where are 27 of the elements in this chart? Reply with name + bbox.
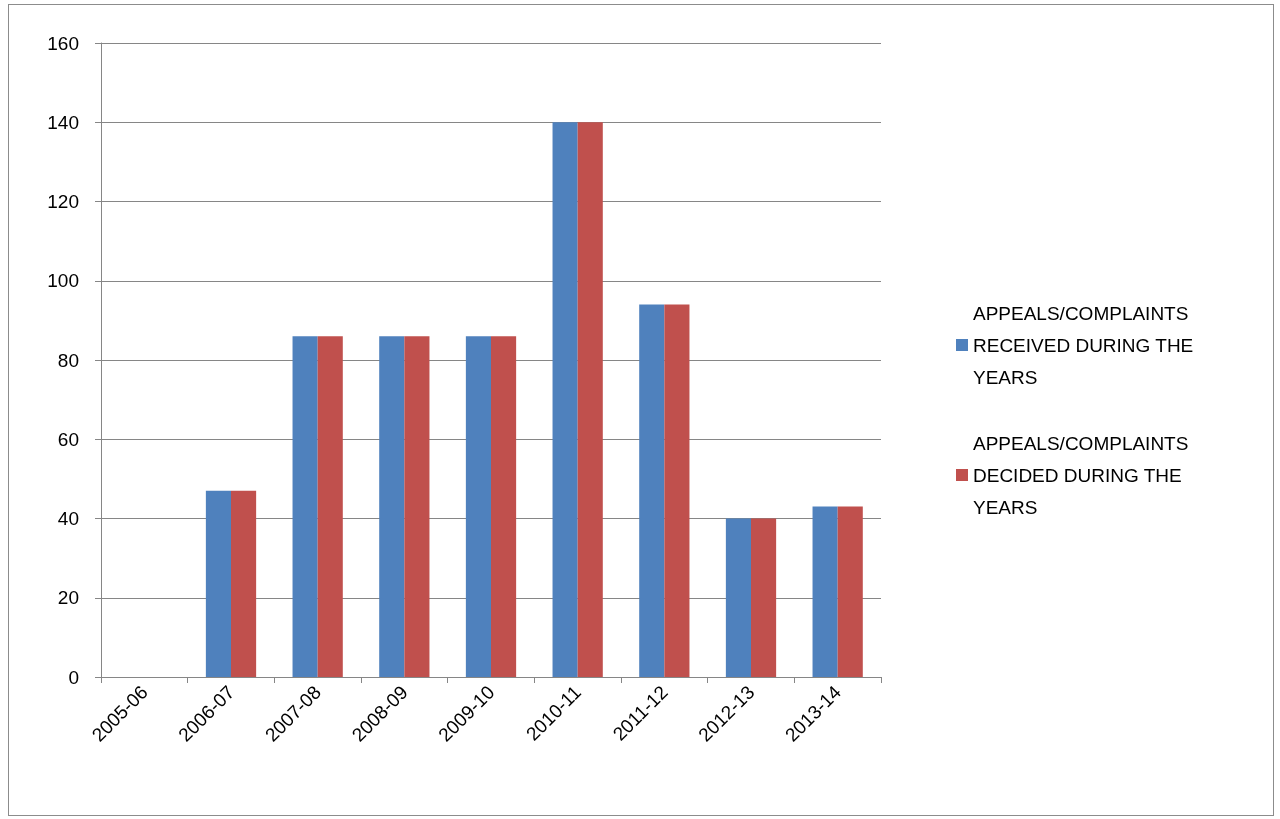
y-tick-label: 60 xyxy=(57,428,79,450)
bar xyxy=(837,506,863,677)
bar xyxy=(812,506,838,677)
bar xyxy=(404,336,430,677)
bar xyxy=(491,336,517,677)
bar xyxy=(205,490,231,677)
bar xyxy=(664,304,690,677)
bar xyxy=(317,336,343,677)
bar xyxy=(577,122,603,677)
y-tick-label: 40 xyxy=(57,508,79,529)
y-tick-label: 80 xyxy=(57,349,79,371)
bar xyxy=(552,122,578,677)
bar xyxy=(465,336,491,677)
bar xyxy=(231,490,257,677)
y-tick-label: 0 xyxy=(68,666,79,688)
y-tick-label: 120 xyxy=(47,191,79,212)
y-tick-label: 100 xyxy=(47,270,79,292)
bar xyxy=(292,336,318,677)
y-tick-label: 140 xyxy=(47,111,79,133)
legend-label: APPEALS/COMPLAINTS DECIDED DURING THE YEARS xyxy=(973,432,1194,518)
bar xyxy=(751,518,777,677)
y-tick-label: 160 xyxy=(47,32,79,54)
legend-label: APPEALS/COMPLAINTS RECEIVED DURING THE YEARS xyxy=(973,302,1199,388)
bar xyxy=(639,304,665,677)
y-tick-label: 20 xyxy=(57,587,79,609)
bar xyxy=(379,336,405,677)
bar xyxy=(725,518,751,677)
